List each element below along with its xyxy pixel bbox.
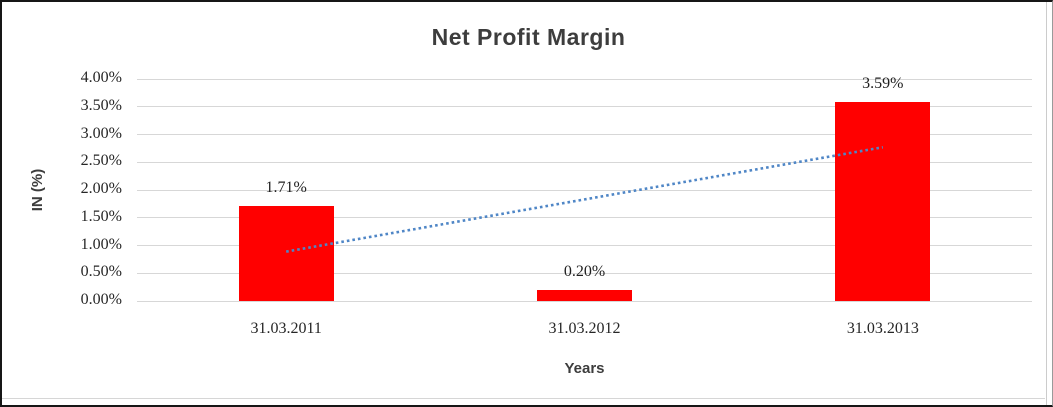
gridline bbox=[137, 106, 1032, 108]
trendline bbox=[285, 145, 884, 253]
y-tick-label: 2.50% bbox=[80, 152, 122, 170]
y-tick-label: 0.50% bbox=[80, 263, 122, 281]
y-tick-label: 0.00% bbox=[80, 291, 122, 308]
gridline bbox=[137, 134, 1032, 135]
bar-data-label: 1.71% bbox=[265, 179, 307, 197]
chart-title: Net Profit Margin bbox=[431, 24, 626, 50]
gridline bbox=[137, 300, 1032, 302]
bar bbox=[537, 289, 632, 301]
frame-line-right bbox=[1046, 2, 1047, 405]
x-tick-label: 31.03.2012 bbox=[548, 320, 621, 337]
y-tick-label: 1.50% bbox=[80, 207, 122, 225]
y-tick-label: 2.00% bbox=[80, 180, 122, 197]
x-tick-label: 31.03.2011 bbox=[250, 320, 322, 337]
bar bbox=[835, 101, 931, 301]
frame-line-bottom bbox=[2, 398, 1045, 399]
y-tick-label: 3.00% bbox=[80, 124, 122, 142]
gridline bbox=[137, 272, 1032, 274]
bar-data-label: 0.20% bbox=[563, 262, 606, 280]
y-tick-label: 1.00% bbox=[80, 235, 122, 253]
gridline bbox=[137, 78, 1032, 80]
bar bbox=[238, 206, 334, 301]
bar-data-label: 3.59% bbox=[862, 74, 904, 92]
y-tick-label: 4.00% bbox=[80, 69, 122, 86]
x-axis-title: Years bbox=[564, 360, 605, 377]
x-tick-label: 31.03.2013 bbox=[846, 320, 919, 337]
y-tick-label: 3.50% bbox=[80, 96, 122, 114]
